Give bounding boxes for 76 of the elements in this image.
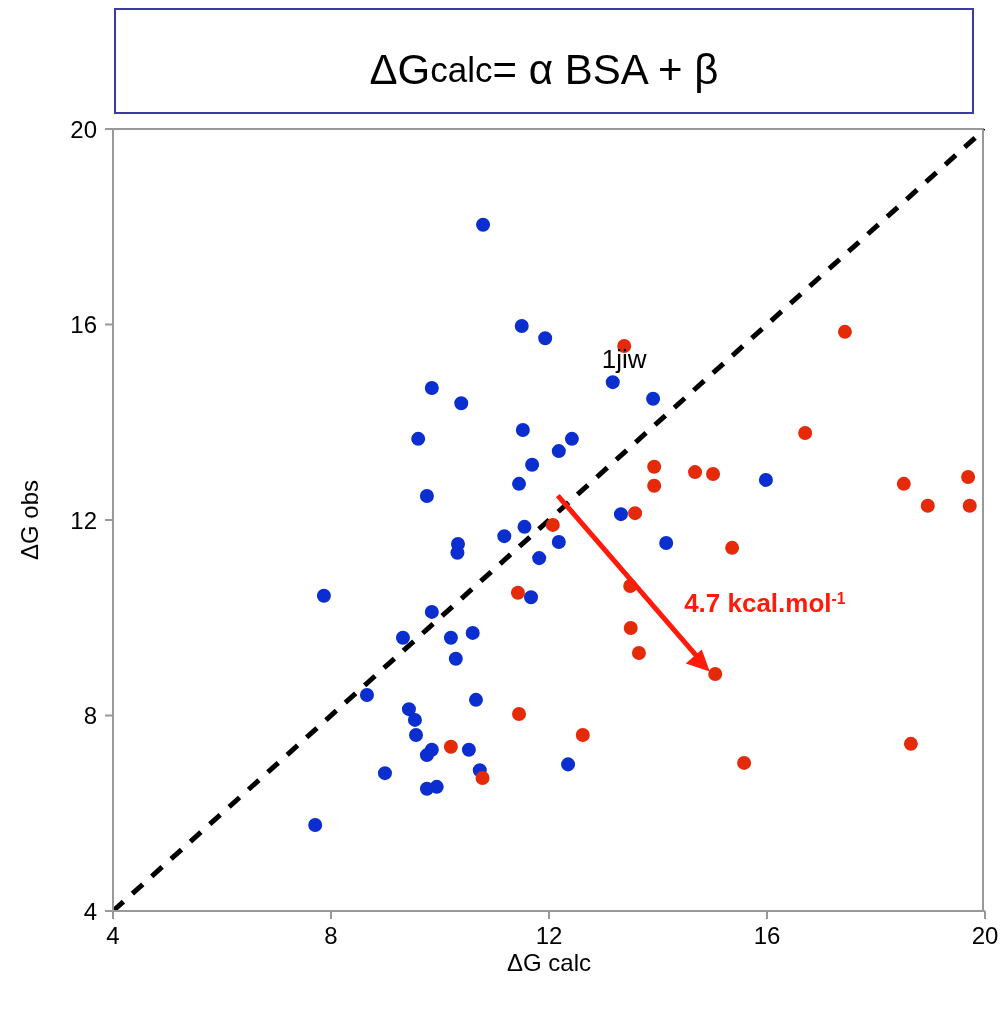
point [497, 529, 512, 544]
point [708, 666, 723, 681]
point [517, 519, 532, 534]
point [961, 470, 976, 484]
point [525, 457, 540, 472]
point [514, 318, 529, 333]
point [647, 459, 662, 474]
point [561, 757, 576, 772]
point [515, 423, 530, 438]
point [725, 540, 740, 555]
point [411, 431, 426, 446]
point [308, 817, 323, 832]
point [359, 687, 374, 702]
x-tick-label: 16 [753, 922, 781, 950]
point [461, 742, 476, 757]
point [510, 585, 525, 600]
point [798, 426, 813, 440]
point [454, 396, 469, 411]
point [962, 498, 977, 513]
point [564, 431, 579, 446]
y-tick-label: 8 [83, 702, 97, 730]
point [448, 651, 463, 666]
point [647, 478, 662, 493]
point [896, 476, 911, 491]
point [409, 728, 424, 743]
point [401, 702, 416, 717]
point [419, 489, 434, 504]
point [532, 551, 547, 566]
annotation: 4.7 kcal.mol$^{-1}$ [684, 587, 846, 618]
point [377, 766, 392, 781]
point [476, 217, 491, 232]
y-tick-label: 16 [70, 311, 97, 339]
point [545, 517, 560, 532]
point [538, 331, 553, 346]
point [605, 375, 620, 390]
point [512, 707, 527, 722]
point [443, 739, 458, 754]
point [551, 444, 566, 459]
point [628, 506, 643, 521]
point [920, 498, 935, 513]
point [688, 465, 703, 480]
point [407, 712, 422, 727]
point [443, 630, 458, 645]
point [524, 590, 539, 605]
point [419, 748, 434, 763]
y-tick-label: 4 [83, 897, 97, 925]
point [424, 604, 439, 619]
point [465, 625, 480, 640]
point [737, 755, 752, 770]
annotation: 1jiw [601, 344, 647, 375]
point [424, 381, 439, 396]
point [613, 507, 628, 522]
point [395, 630, 410, 645]
point [706, 467, 721, 482]
x-axis-title: ΔG calc [506, 949, 592, 976]
point [468, 692, 483, 707]
point [512, 476, 527, 491]
x-tick-label: 20 [971, 922, 999, 950]
point [646, 391, 661, 406]
y-tick-label: 12 [70, 506, 97, 534]
point [903, 736, 918, 751]
point [659, 535, 674, 550]
point [316, 588, 331, 603]
point [575, 728, 590, 743]
point [551, 535, 566, 549]
point [631, 645, 646, 660]
point [623, 621, 638, 635]
x-tick-label: 8 [324, 922, 338, 950]
point [758, 472, 773, 487]
point [475, 771, 490, 786]
x-tick-label: 4 [106, 922, 120, 950]
point [837, 324, 852, 339]
x-tick-label: 12 [535, 922, 563, 950]
y-axis-title: ΔG obs [16, 479, 44, 561]
y-tick-label: 20 [70, 115, 97, 143]
point [419, 781, 434, 796]
